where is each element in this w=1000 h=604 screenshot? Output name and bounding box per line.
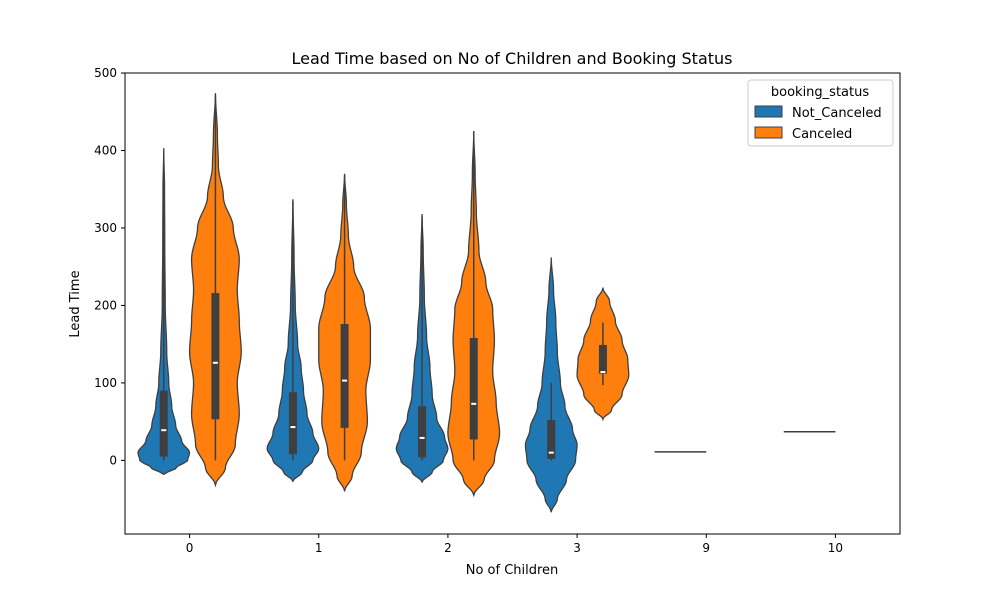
y-tick-label: 0 [109,453,117,467]
iqr-box-canceled-2 [469,337,478,440]
chart-title: Lead Time based on No of Children and Bo… [292,49,733,68]
y-axis-label: Lead Time [68,270,83,337]
x-tick-label: 0 [186,541,194,555]
legend-frame [747,79,894,147]
legend: booking_status Not_Canceled Canceled [747,79,894,147]
y-tick-label: 300 [94,221,117,235]
y-tick-label: 500 [94,66,117,80]
iqr-box-canceled-1 [340,324,349,428]
x-tick-label: 10 [828,541,843,555]
y-tick-label: 400 [94,143,117,157]
iqr-box-not-canceled-0 [159,390,168,457]
legend-label-not-canceled: Not_Canceled [792,106,882,121]
y-tick-label: 100 [94,376,117,390]
x-tick-label: 2 [444,541,452,555]
legend-label-canceled: Canceled [792,127,852,142]
iqr-box-not-canceled-3 [547,420,556,459]
plot-frame [124,72,901,535]
iqr-box-not-canceled-1 [288,392,297,455]
iqr-box-canceled-0 [211,293,220,420]
x-axis-label: No of Children [466,563,559,578]
x-tick-label: 3 [573,541,581,555]
axes-layer: 0 100 200 300 400 500 0 1 2 3 9 10 [94,66,901,555]
violins-layer [137,93,836,513]
iqr-box-canceled-3 [598,344,607,374]
y-tick-label: 200 [94,298,117,312]
x-tick-label: 9 [702,541,710,555]
legend-swatch-canceled [754,126,783,139]
legend-swatch-not-canceled [754,105,783,118]
iqr-box-not-canceled-2 [418,406,427,458]
legend-title: booking_status [771,85,869,100]
x-tick-label: 1 [315,541,323,555]
